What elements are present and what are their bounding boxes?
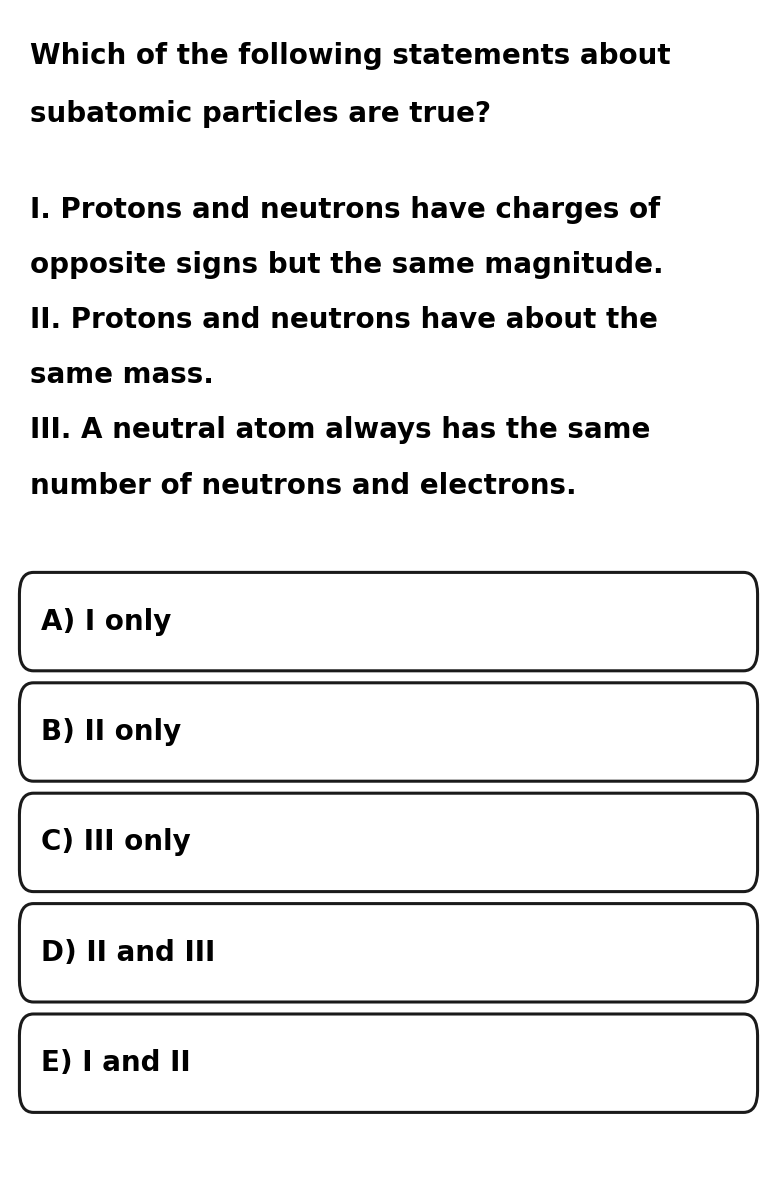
FancyBboxPatch shape [19, 904, 758, 1002]
Text: D) II and III: D) II and III [41, 938, 215, 967]
Text: II. Protons and neutrons have about the: II. Protons and neutrons have about the [30, 306, 657, 334]
FancyBboxPatch shape [19, 572, 758, 671]
Text: opposite signs but the same magnitude.: opposite signs but the same magnitude. [30, 251, 663, 278]
Text: I. Protons and neutrons have charges of: I. Protons and neutrons have charges of [30, 196, 660, 223]
Text: III. A neutral atom always has the same: III. A neutral atom always has the same [30, 416, 650, 444]
Text: same mass.: same mass. [30, 361, 214, 389]
FancyBboxPatch shape [19, 1014, 758, 1112]
Text: B) II only: B) II only [41, 718, 182, 746]
Text: Which of the following statements about: Which of the following statements about [30, 42, 670, 70]
Text: A) I only: A) I only [41, 607, 172, 636]
FancyBboxPatch shape [19, 683, 758, 781]
Text: number of neutrons and electrons.: number of neutrons and electrons. [30, 472, 577, 499]
Text: E) I and II: E) I and II [41, 1049, 191, 1078]
Text: subatomic particles are true?: subatomic particles are true? [30, 100, 490, 127]
FancyBboxPatch shape [19, 793, 758, 892]
Text: C) III only: C) III only [41, 828, 191, 857]
